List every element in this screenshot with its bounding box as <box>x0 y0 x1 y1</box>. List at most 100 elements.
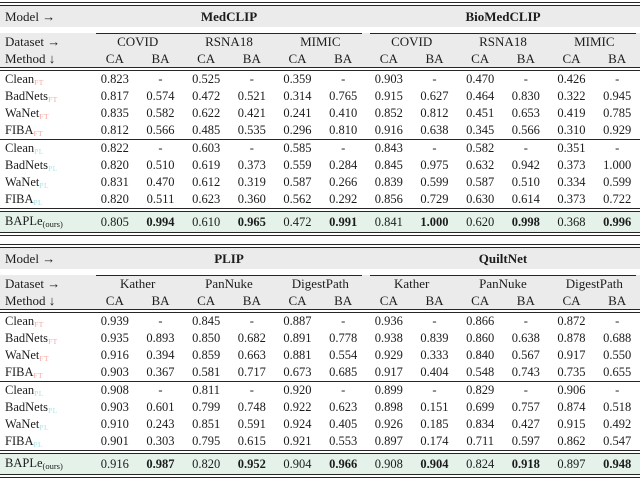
table-row: WaNetFT 0.916 0.394 0.859 0.663 0.881 0.554 0.9… <box>0 347 640 364</box>
method-subscript: FT <box>33 370 44 380</box>
value-cell: 0.901 <box>100 434 129 449</box>
horizontal-rule <box>0 450 640 454</box>
value-cell: 0.699 <box>466 400 495 415</box>
dataset-name: MIMIC <box>574 34 615 49</box>
value-cell: 0.743 <box>511 365 540 380</box>
horizontal-rule <box>0 381 640 382</box>
value-cell: 0.566 <box>146 123 175 138</box>
value-cell: 0.918 <box>511 456 540 471</box>
value-cell: 0.367 <box>146 365 175 380</box>
metric-label: CA <box>105 51 124 66</box>
value-cell: 0.991 <box>329 214 358 229</box>
value-cell: 0.757 <box>511 400 540 415</box>
value-cell: 0.333 <box>420 348 449 363</box>
value-cell: 0.591 <box>237 417 266 432</box>
value-cell: 0.852 <box>374 106 403 121</box>
method-label: FIBAFT <box>0 124 92 138</box>
value-cell: 0.948 <box>603 456 632 471</box>
value-cell: 0.994 <box>146 214 175 229</box>
model-name: PLIP <box>214 251 244 266</box>
method-row-label: Method ↓ <box>5 51 56 66</box>
value-cell: 0.510 <box>511 175 540 190</box>
value-cell: 0.872 <box>557 314 586 329</box>
value-cell: 0.866 <box>466 314 495 329</box>
value-cell: - <box>432 383 437 398</box>
value-cell: 0.903 <box>100 400 129 415</box>
method-subscript: PL <box>48 163 58 173</box>
value-cell: 0.319 <box>237 175 266 190</box>
model-row-label: Model → <box>5 251 56 266</box>
value-cell: 0.623 <box>192 192 221 207</box>
method-row-label: Method ↓ <box>5 293 56 308</box>
method-label: BadNetsFT <box>0 90 92 104</box>
metric-label: CA <box>379 293 398 308</box>
model-name: MedCLIP <box>200 9 258 24</box>
method-name: Clean <box>5 313 35 328</box>
dataset-name: RSNA18 <box>479 34 527 49</box>
value-cell: 0.917 <box>374 365 403 380</box>
value-cell: 0.394 <box>146 348 175 363</box>
value-cell: 0.845 <box>192 314 221 329</box>
method-name: WaNet <box>5 105 40 120</box>
model-header-row: Model → MedCLIP BioMedCLIP <box>0 6 640 27</box>
method-subscript: PL <box>39 422 49 432</box>
value-cell: 0.845 <box>374 158 403 173</box>
cmidrule <box>96 269 362 276</box>
method-name: WaNet <box>5 174 40 189</box>
value-cell: 0.881 <box>283 348 312 363</box>
method-label: CleanPL <box>0 142 92 156</box>
value-cell: 0.322 <box>557 89 586 104</box>
value-cell: 0.748 <box>237 400 266 415</box>
method-label: FIBAPL <box>0 193 92 207</box>
value-cell: 0.550 <box>603 348 632 363</box>
value-cell: 0.511 <box>146 192 175 207</box>
value-cell: 0.612 <box>192 175 221 190</box>
value-cell: 0.820 <box>192 456 221 471</box>
value-cell: 0.916 <box>100 348 129 363</box>
value-cell: 0.910 <box>100 417 129 432</box>
value-cell: 0.623 <box>329 400 358 415</box>
value-cell: 0.151 <box>420 400 449 415</box>
value-cell: 0.185 <box>420 417 449 432</box>
cmidrule <box>370 269 636 276</box>
value-cell: - <box>341 314 346 329</box>
value-cell: 0.834 <box>466 417 495 432</box>
value-cell: - <box>249 72 254 87</box>
results-table-histopathology: Model → PLIP QuiltNet Dataset → Kather PanNuk… <box>0 244 640 478</box>
metric-label: CA <box>197 293 216 308</box>
method-label: FIBAFT <box>0 366 92 380</box>
value-cell: 0.314 <box>283 89 312 104</box>
value-cell: 0.472 <box>283 214 312 229</box>
value-cell: 0.820 <box>100 158 129 173</box>
horizontal-rule <box>0 208 640 212</box>
value-cell: 0.897 <box>557 456 586 471</box>
value-cell: 0.965 <box>237 214 266 229</box>
cmidrule <box>96 27 362 34</box>
method-name: BadNets <box>5 330 49 345</box>
horizontal-rule <box>0 232 640 236</box>
horizontal-rule <box>0 139 640 140</box>
value-cell: 0.404 <box>420 365 449 380</box>
table-row: BadNetsFT 0.935 0.893 0.850 0.682 0.891 0.778 0… <box>0 330 640 347</box>
value-cell: 0.893 <box>146 331 175 346</box>
value-cell: 0.615 <box>237 434 266 449</box>
table-row: CleanFT 0.823 - 0.525 - 0.359 - 0.903 - 0.470 - 0.4… <box>0 71 640 88</box>
value-cell: 0.921 <box>283 434 312 449</box>
value-cell: 0.518 <box>603 400 632 415</box>
table-row: BadNetsPL 0.903 0.601 0.799 0.748 0.922 0.623 0… <box>0 399 640 416</box>
value-cell: 0.587 <box>466 175 495 190</box>
value-cell: 0.638 <box>420 123 449 138</box>
dataset-header-row: Dataset → Kather PanNuke DigestPath Kather Pa… <box>0 275 640 292</box>
model-name: QuiltNet <box>478 251 528 266</box>
value-cell: 0.860 <box>466 331 495 346</box>
method-label: BadNetsPL <box>0 401 92 415</box>
value-cell: 0.688 <box>603 331 632 346</box>
value-cell: 0.942 <box>511 158 540 173</box>
metric-label: CA <box>288 51 307 66</box>
horizontal-rule <box>0 67 640 71</box>
value-cell: 0.778 <box>329 331 358 346</box>
value-cell: 0.839 <box>420 331 449 346</box>
value-cell: 0.535 <box>237 123 266 138</box>
value-cell: - <box>341 141 346 156</box>
value-cell: 0.904 <box>283 456 312 471</box>
